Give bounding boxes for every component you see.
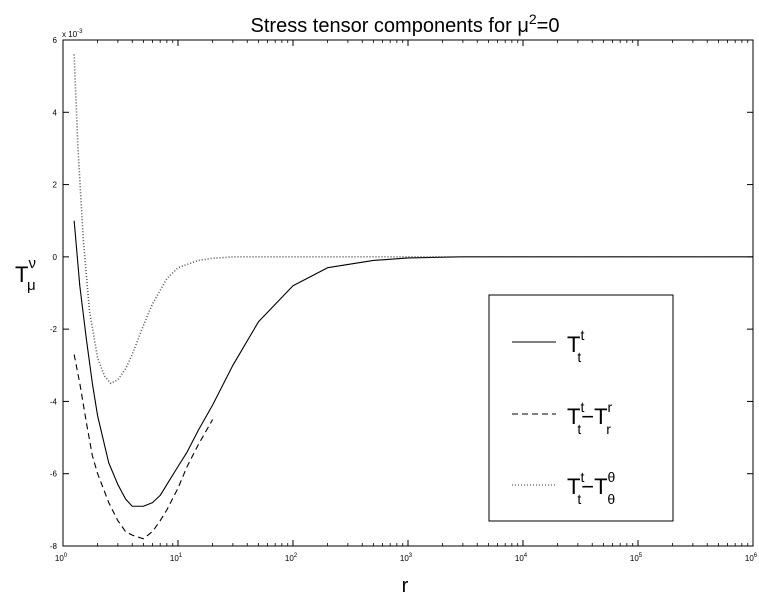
x-tick-label: 104 bbox=[515, 553, 528, 563]
y-tick-label: -6 bbox=[50, 470, 58, 479]
y-exponent-label: x 10-3 bbox=[62, 29, 83, 39]
y-tick-label: 6 bbox=[53, 36, 58, 45]
x-tick-label: 100 bbox=[55, 553, 68, 563]
y-axis-label-sup: ν bbox=[28, 255, 36, 272]
y-tick-label: 4 bbox=[53, 108, 58, 117]
y-axis-ticks: -8 -6 -4 -2 0 2 4 6 bbox=[50, 36, 753, 551]
series-layer bbox=[73, 54, 753, 540]
chart-title-sup: 2 bbox=[529, 11, 537, 27]
y-exponent-sup: -3 bbox=[77, 29, 83, 35]
x-tick-label: 105 bbox=[630, 553, 643, 563]
y-tick-label: -4 bbox=[50, 397, 58, 406]
y-tick-label: 0 bbox=[53, 253, 58, 262]
x-axis-ticks: 100 101 102 103 104 105 106 bbox=[55, 40, 758, 563]
y-tick-label: -2 bbox=[50, 325, 58, 334]
series-line-dotted bbox=[73, 54, 753, 385]
y-exponent-base: x 10 bbox=[62, 30, 78, 39]
chart-title-text: Stress tensor components for bbox=[251, 15, 518, 37]
chart-title: Stress tensor components for μ2=0 bbox=[251, 11, 560, 37]
y-axis-label-sub: μ bbox=[27, 277, 36, 294]
legend-entry-1: Tt t bbox=[567, 327, 584, 365]
series-line-solid bbox=[73, 220, 753, 507]
series-line-dashed bbox=[73, 354, 214, 540]
legend: Tt t Tt t−Tr r Tt t−Tθ θ bbox=[488, 294, 674, 522]
y-axis-label-base: T bbox=[15, 262, 28, 287]
x-axis-label: r bbox=[402, 575, 409, 597]
chart-title-rest: =0 bbox=[537, 15, 560, 37]
x-tick-label: 103 bbox=[400, 553, 413, 563]
x-tick-label: 101 bbox=[170, 553, 183, 563]
y-axis-label: Tν μ bbox=[15, 255, 36, 294]
chart-title-mu: μ bbox=[517, 15, 529, 37]
legend-box bbox=[488, 294, 674, 522]
y-tick-label: -8 bbox=[50, 542, 58, 551]
legend-entry-2: Tt t−Tr r bbox=[567, 399, 613, 437]
legend-entry-3: Tt t−Tθ θ bbox=[567, 469, 616, 507]
x-tick-label: 106 bbox=[745, 553, 758, 563]
x-tick-label: 102 bbox=[285, 553, 298, 563]
y-tick-label: 2 bbox=[53, 181, 58, 190]
